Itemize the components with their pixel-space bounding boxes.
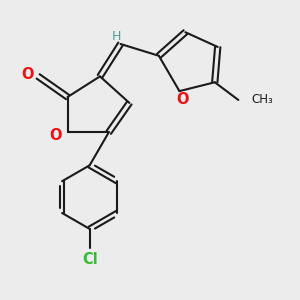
Text: Cl: Cl [82, 253, 98, 268]
Text: O: O [22, 68, 34, 82]
Text: O: O [176, 92, 189, 107]
Text: H: H [112, 30, 121, 43]
Text: CH₃: CH₃ [252, 93, 273, 106]
Text: O: O [50, 128, 62, 143]
